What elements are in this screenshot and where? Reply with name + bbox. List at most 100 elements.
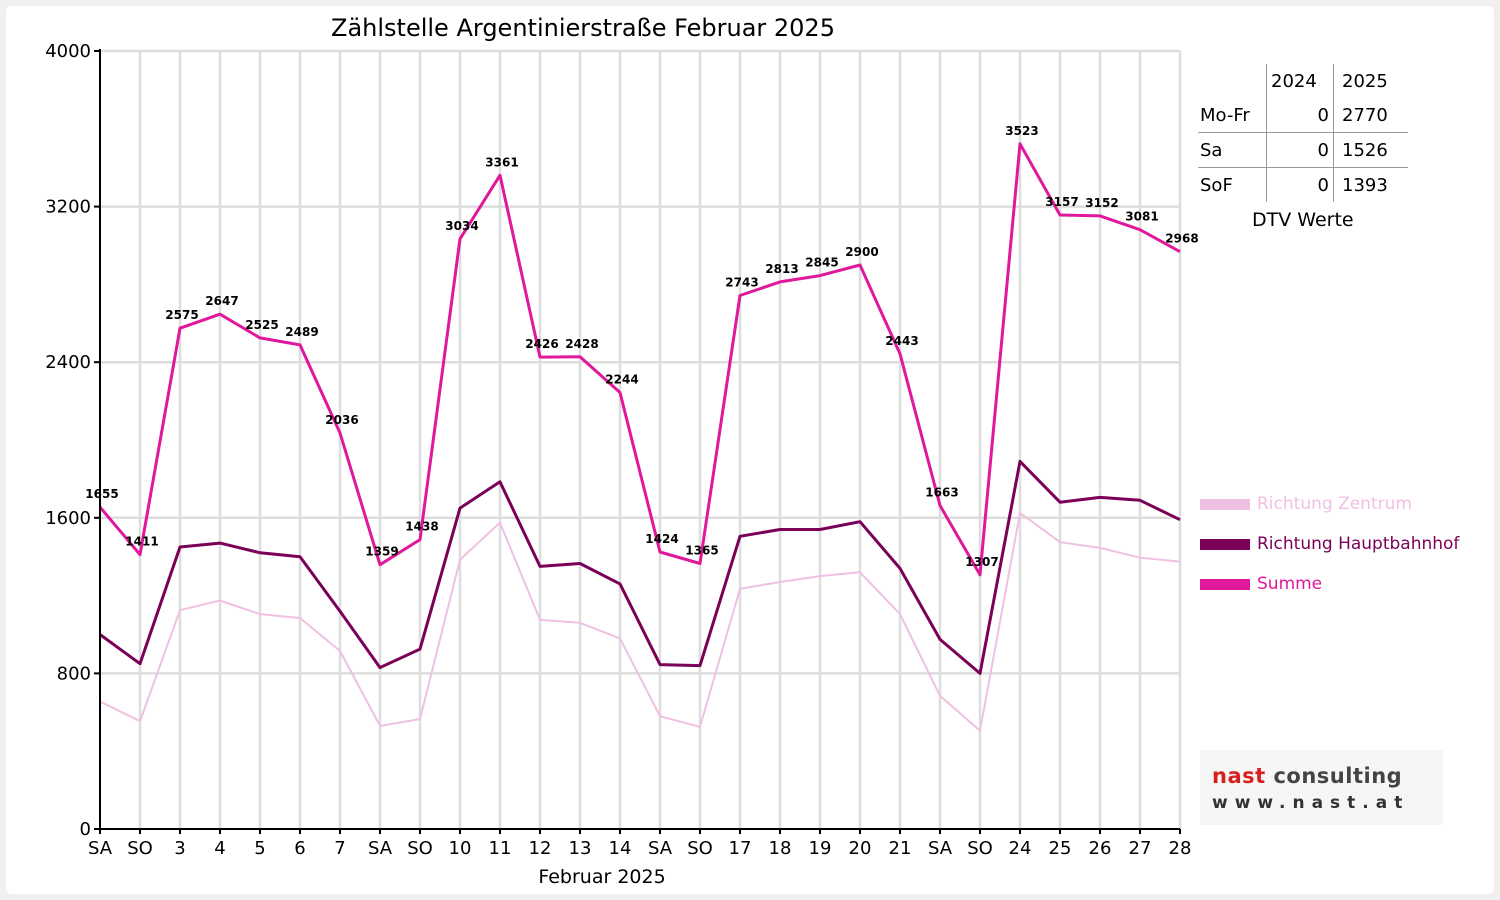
x-tick-label: 27 — [1129, 838, 1152, 859]
data-label: 2525 — [245, 318, 278, 332]
legend-item-richtung-hauptbahnhof: Richtung Hauptbahnhof — [1200, 534, 1459, 554]
dtv-row-sa: Sa 0 1526 — [1198, 132, 1408, 168]
dtv-header-2024: 2024 — [1266, 64, 1334, 98]
data-label: 3081 — [1125, 210, 1158, 224]
data-label: 2443 — [885, 334, 918, 348]
legend-item-summe: Summe — [1200, 574, 1322, 594]
x-tick-label: SO — [687, 838, 713, 859]
x-tick-label: 7 — [334, 838, 345, 859]
dtv-header-row: 2024 2025 — [1198, 64, 1408, 98]
x-tick-label: SA — [88, 838, 113, 859]
dtv-row-label: Sa — [1198, 132, 1267, 168]
x-tick-label: 4 — [214, 838, 225, 859]
legend-label: Richtung Zentrum — [1257, 494, 1412, 514]
data-label: 3523 — [1005, 124, 1038, 138]
y-tick-label: 0 — [80, 819, 91, 840]
data-label: 3157 — [1045, 195, 1078, 209]
data-label: 2489 — [285, 325, 318, 339]
x-tick-label: SA — [928, 838, 953, 859]
data-label: 2428 — [565, 337, 598, 351]
dtv-row-sof: SoF 0 1393 — [1198, 167, 1408, 202]
x-tick-label: 24 — [1009, 838, 1032, 859]
series-line-summe — [98, 142, 1181, 577]
x-tick-label: 20 — [849, 838, 872, 859]
x-axis-title: Februar 2025 — [538, 866, 665, 888]
series-line-richtung-zentrum — [99, 511, 1181, 732]
y-tick-label: 2400 — [45, 352, 91, 373]
data-label: 1365 — [685, 544, 718, 558]
legend-label: Richtung Hauptbahnhof — [1257, 534, 1460, 554]
data-label: 2813 — [765, 262, 798, 276]
dtv-value-2024: 0 — [1266, 98, 1334, 133]
legend-swatch — [1200, 578, 1250, 590]
logo-line2: www.nast.at — [1212, 793, 1410, 813]
dtv-row-label: Mo-Fr — [1198, 98, 1267, 133]
x-tick-label: 10 — [449, 838, 472, 859]
data-label: 1411 — [125, 535, 158, 549]
x-tick-label: SA — [648, 838, 673, 859]
x-tick-label: 12 — [529, 838, 552, 859]
dtv-header-empty — [1198, 64, 1267, 98]
dtv-table: 2024 2025 Mo-Fr 0 2770 Sa 0 1526 SoF 0 1… — [1198, 64, 1408, 202]
dtv-row-mofr: Mo-Fr 0 2770 — [1198, 98, 1408, 133]
x-tick-label: 18 — [769, 838, 792, 859]
legend-item-richtung-zentrum: Richtung Zentrum — [1200, 494, 1412, 514]
data-label: 2426 — [525, 337, 558, 351]
dtv-value-2025: 1393 — [1333, 167, 1408, 202]
legend-swatch — [1200, 498, 1250, 510]
dtv-header-2025: 2025 — [1333, 64, 1408, 98]
data-label: 1655 — [85, 487, 118, 501]
data-labels: 1655 1411 2575 2647 2525 2489 2036 1359 1438 3034… — [85, 124, 1198, 569]
legend-swatch — [1200, 538, 1250, 550]
dtv-row-label: SoF — [1200, 174, 1233, 196]
y-tick-label: 4000 — [45, 41, 91, 62]
data-label: 2743 — [725, 275, 758, 289]
data-label: 2575 — [165, 308, 198, 322]
x-tick-label: 25 — [1049, 838, 1072, 859]
series-line-richtung-hauptbahnhof — [99, 459, 1181, 675]
x-tick-label: 6 — [294, 838, 305, 859]
data-label: 2900 — [845, 245, 878, 259]
logo-line1: nast consulting — [1212, 764, 1403, 788]
data-label: 1438 — [405, 520, 438, 534]
x-tick-label: 5 — [254, 838, 265, 859]
nast-consulting-logo: nast consulting www.nast.at — [1200, 750, 1443, 825]
y-tick-label: 1600 — [45, 508, 91, 529]
dtv-caption: DTV Werte — [1252, 209, 1354, 231]
dtv-value-2024: 0 — [1266, 167, 1334, 202]
data-label: 1663 — [925, 486, 958, 500]
x-tick-label: 21 — [889, 838, 912, 859]
data-label: 2244 — [605, 373, 638, 387]
dtv-value-2024: 0 — [1266, 132, 1334, 168]
x-tick-label: 3 — [174, 838, 185, 859]
x-tick-label: 11 — [489, 838, 512, 859]
x-tick-label: 17 — [729, 838, 752, 859]
x-tick-label: 19 — [809, 838, 832, 859]
x-tick-label: SA — [368, 838, 393, 859]
data-label: 3034 — [445, 219, 478, 233]
x-tick-label: 28 — [1169, 838, 1192, 859]
data-label: 2968 — [1165, 232, 1198, 246]
data-label: 3152 — [1085, 196, 1118, 210]
y-tick-label: 800 — [57, 663, 91, 684]
chart-title: Zählstelle Argentinierstraße Februar 202… — [331, 14, 835, 42]
series-lines — [98, 142, 1181, 732]
dtv-value-2025: 2770 — [1333, 98, 1408, 133]
data-label: 1359 — [365, 545, 398, 559]
data-label: 3361 — [485, 155, 518, 169]
x-tick-label: SO — [967, 838, 993, 859]
data-label: 2647 — [205, 294, 238, 308]
x-tick-label: 26 — [1089, 838, 1112, 859]
data-label: 1424 — [645, 532, 678, 546]
data-label: 1307 — [965, 555, 998, 569]
x-tick-label: SO — [127, 838, 153, 859]
x-tick-label: SO — [407, 838, 433, 859]
data-label: 2036 — [325, 413, 358, 427]
x-tick-label: 14 — [609, 838, 632, 859]
data-label: 2845 — [805, 256, 838, 270]
grid — [100, 49, 1182, 829]
axes: 0 800 1600 2400 3200 4000 SA SO 3 4 5 6 7 SA SO 10 11 12 1… — [45, 41, 1191, 859]
dtv-value-2025: 1526 — [1333, 132, 1408, 168]
x-tick-label: 13 — [569, 838, 592, 859]
